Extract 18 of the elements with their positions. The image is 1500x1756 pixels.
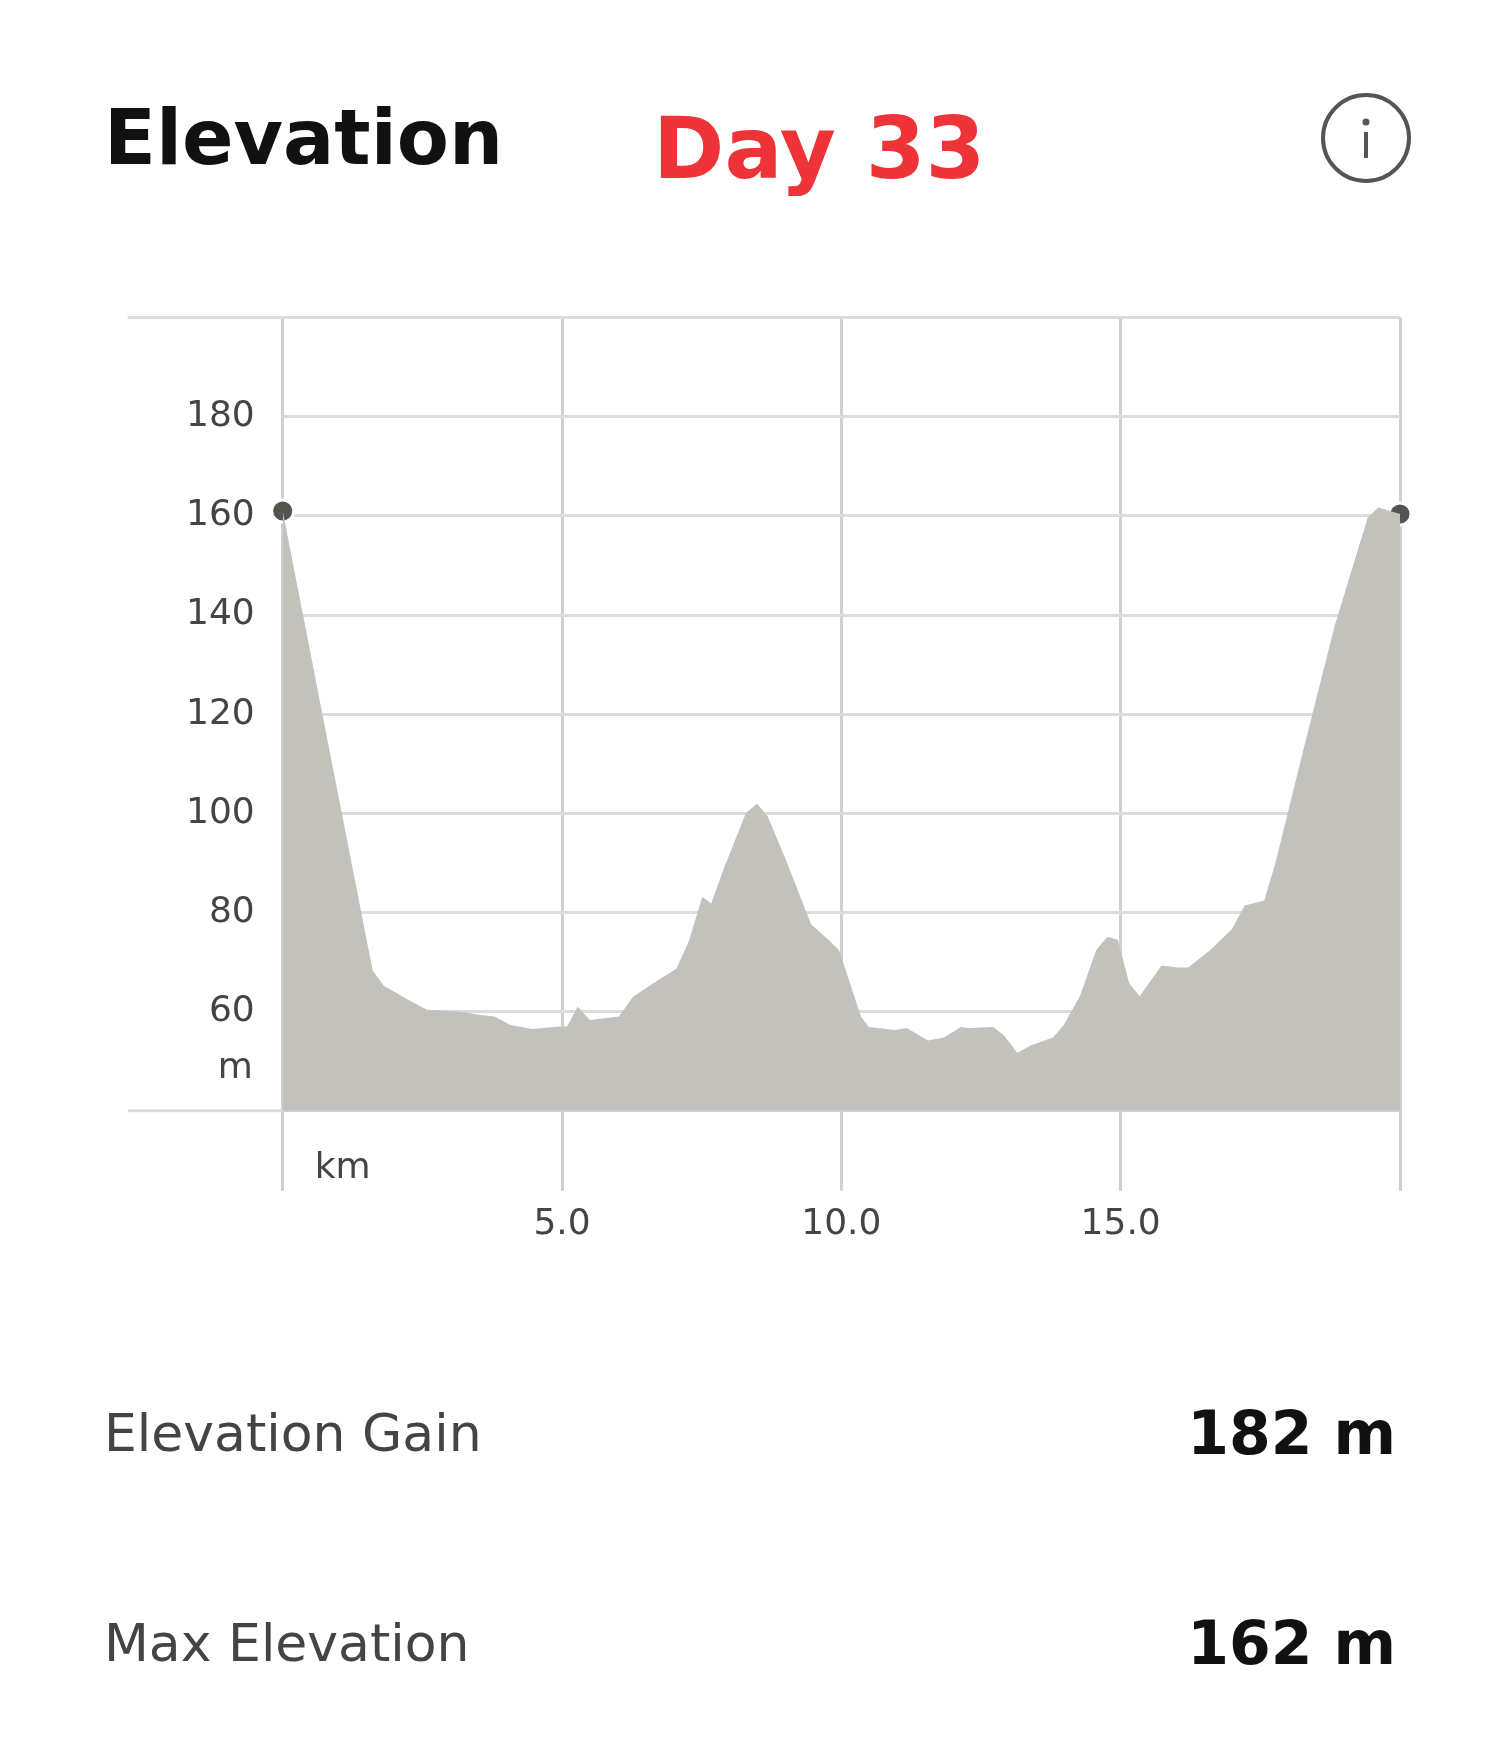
text: 162 m — [1187, 1608, 1396, 1678]
x-tick-label: 10.0 — [801, 1200, 882, 1242]
y-tick-label: 100 — [185, 789, 255, 831]
text: Elevation Gain — [104, 1403, 482, 1463]
text: 182 m — [1187, 1398, 1396, 1468]
y-tick-label: 160 — [185, 492, 255, 534]
y-tick-label: 60 — [208, 988, 255, 1030]
x-tick-label: 15.0 — [1080, 1200, 1161, 1242]
chart-subtitle: Day 33 — [653, 98, 986, 198]
y-tick-label: 120 — [185, 690, 255, 732]
x-axis-title: km — [314, 1145, 371, 1187]
text: Max Elevation — [104, 1613, 470, 1673]
chart-title: Elevation — [104, 93, 504, 182]
y-axis-title: m — [217, 1045, 253, 1087]
y-tick-label: 180 — [185, 393, 255, 435]
y-tick-label: 140 — [185, 591, 255, 633]
x-tick-label: 5.0 — [533, 1200, 591, 1242]
y-tick-label: 80 — [208, 888, 255, 930]
